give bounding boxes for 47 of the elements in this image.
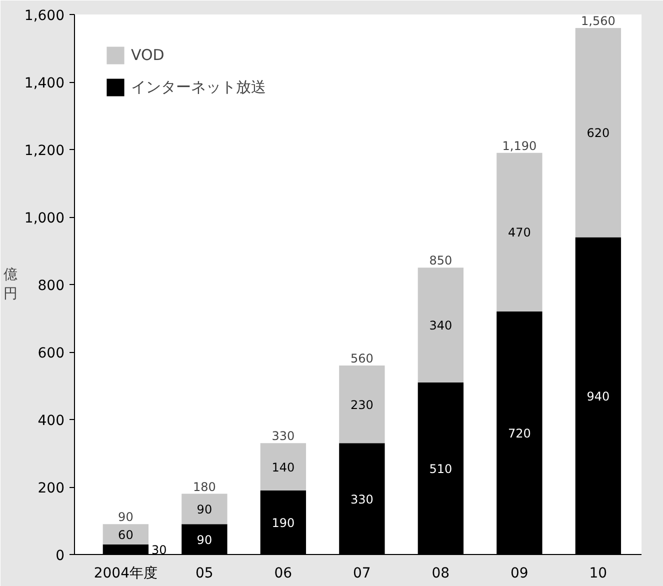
- x-tick-label: 2004年度: [94, 566, 158, 582]
- bar: [575, 28, 622, 238]
- data-label: 330: [350, 492, 374, 506]
- bar: [260, 443, 306, 490]
- y-tick-label: 0: [56, 548, 65, 564]
- data-label: 30: [152, 542, 167, 557]
- total-label: 90: [118, 510, 134, 524]
- data-label: 230: [350, 398, 374, 412]
- bar: [102, 524, 149, 544]
- legend-label: インターネット放送: [131, 78, 266, 96]
- total-label: 850: [429, 254, 452, 268]
- data-label: 60: [118, 528, 134, 542]
- y-tick-label: 600: [38, 346, 65, 362]
- y-tick-label: 1,200: [24, 143, 65, 159]
- data-label: 720: [508, 426, 531, 440]
- y-axis-title: 億円: [3, 266, 18, 302]
- y-tick-label: 800: [38, 278, 65, 294]
- x-tick-label: 09: [510, 566, 528, 582]
- y-tick-label: 1,400: [24, 76, 65, 92]
- y-tick-label: 1,600: [24, 8, 65, 24]
- data-label: 190: [272, 516, 295, 530]
- y-tick-label: 200: [38, 480, 65, 496]
- bar: [339, 366, 385, 444]
- bar: [182, 494, 228, 524]
- total-label: 180: [192, 480, 216, 494]
- x-tick-label: 08: [432, 566, 450, 582]
- x-tick-label: 07: [353, 566, 371, 582]
- data-label: 510: [429, 462, 452, 476]
- bar: [496, 152, 542, 312]
- data-label: 620: [586, 126, 610, 140]
- y-tick-label: 1,000: [24, 210, 65, 226]
- x-tick-label: 10: [589, 566, 608, 582]
- total-label: 560: [350, 352, 374, 366]
- data-label: 90: [196, 502, 212, 516]
- data-label: 90: [196, 532, 212, 547]
- data-label: 340: [429, 318, 452, 332]
- data-label: 940: [586, 389, 610, 404]
- x-tick-label: 05: [196, 566, 214, 582]
- total-label: 1,560: [581, 14, 616, 28]
- x-tick-label: 06: [274, 566, 292, 582]
- total-label: 330: [272, 429, 295, 444]
- data-label: 140: [272, 460, 295, 474]
- legend-label: VOD: [131, 46, 164, 64]
- data-label: 470: [508, 226, 531, 240]
- y-tick-label: 400: [38, 413, 65, 429]
- bar: [418, 268, 464, 382]
- total-label: 1,190: [502, 138, 537, 153]
